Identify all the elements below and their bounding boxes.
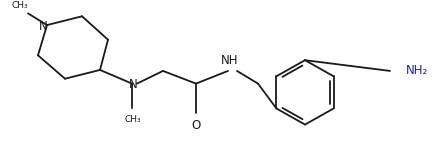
Text: NH₂: NH₂ xyxy=(406,64,428,77)
Text: N: N xyxy=(39,20,47,32)
Text: CH₃: CH₃ xyxy=(125,115,141,124)
Text: NH: NH xyxy=(221,54,239,67)
Text: N: N xyxy=(129,78,138,91)
Text: O: O xyxy=(191,119,201,132)
Text: CH₃: CH₃ xyxy=(12,1,28,10)
